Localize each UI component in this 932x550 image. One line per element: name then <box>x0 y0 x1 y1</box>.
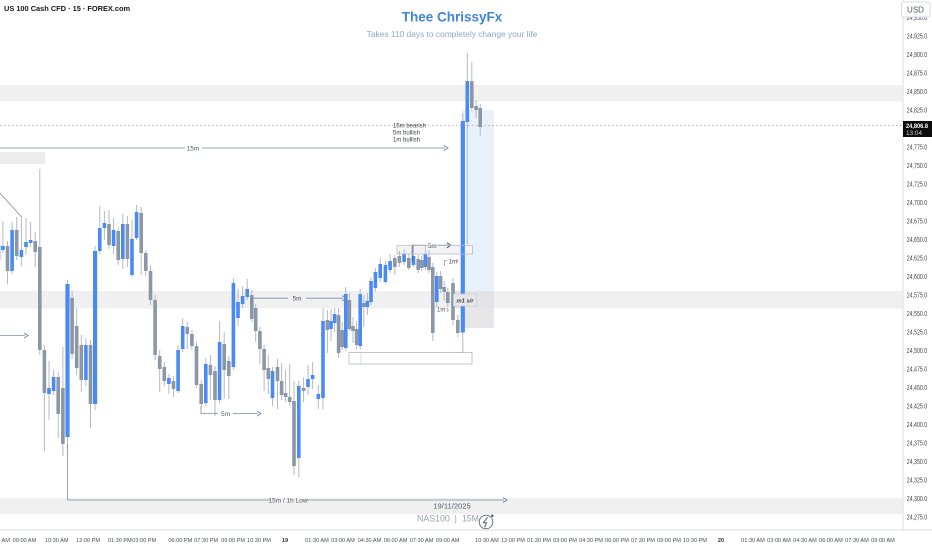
svg-text:20: 20 <box>718 538 724 544</box>
svg-text:03:00 PM: 03:00 PM <box>132 538 156 544</box>
svg-text:24,750.0: 24,750.0 <box>907 163 927 170</box>
svg-text:5m: 5m <box>292 296 301 303</box>
svg-text:01:30 PM: 01:30 PM <box>527 538 551 544</box>
svg-text:01:30 PM: 01:30 PM <box>108 538 132 544</box>
svg-text:24,675.0: 24,675.0 <box>907 219 927 226</box>
svg-text:24,950.0: 24,950.0 <box>907 15 927 22</box>
svg-text:US 100 Cash CFD · 15 · FOREX.c: US 100 Cash CFD · 15 · FOREX.com <box>4 4 131 13</box>
svg-text:24,575.0: 24,575.0 <box>907 293 927 300</box>
svg-text:24,650.0: 24,650.0 <box>907 237 927 244</box>
svg-text:24,525.0: 24,525.0 <box>907 329 927 336</box>
svg-text:24,600.0: 24,600.0 <box>907 274 927 281</box>
svg-text:24,325.0: 24,325.0 <box>907 477 927 484</box>
svg-text:1m: 1m <box>437 308 445 314</box>
svg-text:06:00 AM: 06:00 AM <box>819 538 843 544</box>
svg-text:USD: USD <box>907 6 924 15</box>
svg-text:10:30 AM: 10:30 AM <box>475 538 499 544</box>
svg-text:30 AM: 30 AM <box>0 538 10 544</box>
svg-text:24,425.0: 24,425.0 <box>907 403 927 410</box>
svg-text:NAS100 | 15M: NAS100 | 15M <box>417 514 479 524</box>
svg-text:07:30 AM: 07:30 AM <box>845 538 869 544</box>
svg-text:m1 s/r: m1 s/r <box>456 298 474 304</box>
svg-text:09:00 PM: 09:00 PM <box>657 538 681 544</box>
svg-text:06:00 AM: 06:00 AM <box>384 538 408 544</box>
svg-text:09:00 AM: 09:00 AM <box>436 538 460 544</box>
svg-text:04:30 PM: 04:30 PM <box>579 538 603 544</box>
svg-text:19: 19 <box>282 538 288 544</box>
svg-text:5m bullish: 5m bullish <box>393 131 420 137</box>
svg-text:24,875.0: 24,875.0 <box>907 71 927 78</box>
svg-text:24,725.0: 24,725.0 <box>907 182 927 189</box>
svg-text:07:30 PM: 07:30 PM <box>631 538 655 544</box>
svg-text:10:30 PM: 10:30 PM <box>683 538 707 544</box>
svg-text:24,275.0: 24,275.0 <box>907 514 927 521</box>
svg-text:06:00 PM: 06:00 PM <box>168 538 192 544</box>
svg-text:24,775.0: 24,775.0 <box>907 145 927 152</box>
svg-text:24,500.0: 24,500.0 <box>907 348 927 355</box>
svg-text:Thee ChrissyFx: Thee ChrissyFx <box>402 10 503 25</box>
svg-text:01:30 AM: 01:30 AM <box>305 538 329 544</box>
svg-text:15m / 1h Low: 15m / 1h Low <box>268 498 307 505</box>
svg-text:24,925.0: 24,925.0 <box>907 34 927 41</box>
svg-text:04:30 AM: 04:30 AM <box>793 538 817 544</box>
svg-text:24,300.0: 24,300.0 <box>907 496 927 503</box>
svg-text:01:30 AM: 01:30 AM <box>741 538 765 544</box>
svg-text:15m bearish: 15m bearish <box>393 124 426 130</box>
svg-text:24,550.0: 24,550.0 <box>907 311 927 318</box>
svg-text:24,350.0: 24,350.0 <box>907 459 927 466</box>
svg-text:13:04: 13:04 <box>906 130 922 137</box>
svg-text:03:00 AM: 03:00 AM <box>767 538 791 544</box>
svg-text:1m bullish: 1m bullish <box>393 138 420 144</box>
svg-text:1m: 1m <box>449 259 457 265</box>
svg-text:Takes 110 days to completely c: Takes 110 days to completely change your… <box>367 29 538 39</box>
svg-text:24,825.0: 24,825.0 <box>907 108 927 115</box>
svg-text:12:00 PM: 12:00 PM <box>76 538 100 544</box>
svg-text:03:00 PM: 03:00 PM <box>553 538 577 544</box>
svg-text:24,475.0: 24,475.0 <box>907 366 927 373</box>
svg-text:09:00 PM: 09:00 PM <box>221 538 245 544</box>
svg-text:04:30 AM: 04:30 AM <box>358 538 382 544</box>
svg-text:09:00 AM: 09:00 AM <box>13 538 37 544</box>
svg-text:5m: 5m <box>221 411 230 418</box>
svg-text:24,375.0: 24,375.0 <box>907 440 927 447</box>
svg-text:24,900.0: 24,900.0 <box>907 52 927 59</box>
svg-text:07:30 AM: 07:30 AM <box>410 538 434 544</box>
svg-text:24,850.0: 24,850.0 <box>907 89 927 96</box>
svg-text:24,400.0: 24,400.0 <box>907 422 927 429</box>
svg-text:12:00 PM: 12:00 PM <box>501 538 525 544</box>
svg-text:07:30 PM: 07:30 PM <box>194 538 218 544</box>
svg-text:24,700.0: 24,700.0 <box>907 200 927 207</box>
svg-text:15m: 15m <box>187 146 200 153</box>
svg-text:5m: 5m <box>428 243 437 250</box>
svg-text:03:00 AM: 03:00 AM <box>331 538 355 544</box>
svg-text:24,806.8: 24,806.8 <box>906 123 928 130</box>
svg-text:10:30 PM: 10:30 PM <box>247 538 271 544</box>
svg-text:06:00 PM: 06:00 PM <box>605 538 629 544</box>
svg-text:19/11/2025: 19/11/2025 <box>433 502 470 511</box>
svg-text:24,450.0: 24,450.0 <box>907 385 927 392</box>
svg-text:09:00 AM: 09:00 AM <box>871 538 895 544</box>
svg-text:24,625.0: 24,625.0 <box>907 256 927 263</box>
svg-text:10:30 AM: 10:30 AM <box>45 538 69 544</box>
